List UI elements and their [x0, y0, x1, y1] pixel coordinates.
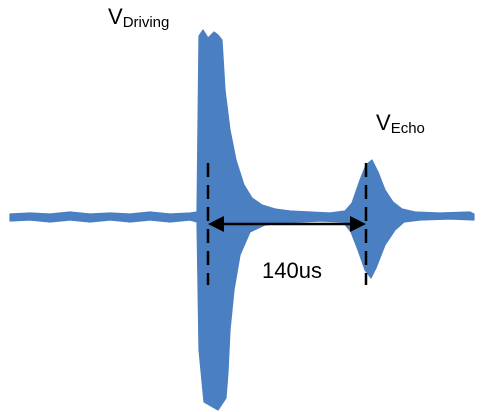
- driving-voltage-label: VDriving: [108, 4, 169, 31]
- driving-label-sub: Driving: [122, 14, 170, 31]
- delay-arrow-head-right: [350, 216, 366, 232]
- delay-arrow-head-left: [208, 216, 224, 232]
- delay-time-label: 140us: [262, 258, 322, 283]
- echo-label-sub: Echo: [390, 120, 425, 137]
- echo-label-main: V: [376, 110, 391, 135]
- driving-label-main: V: [108, 4, 123, 29]
- waveform-envelope: [9, 29, 475, 411]
- echo-voltage-label: VEcho: [376, 110, 425, 137]
